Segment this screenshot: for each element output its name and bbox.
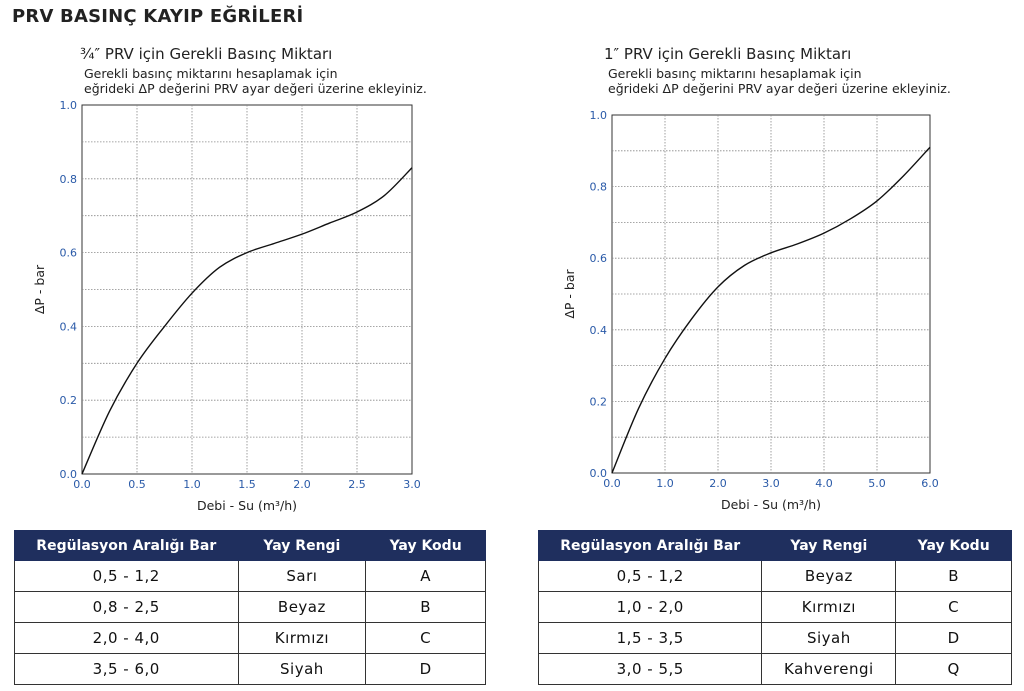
cell-color: Kahverengi [761, 653, 897, 685]
cell-range: 1,5 - 3,5 [537, 622, 763, 654]
x-tick-label: 1.0 [656, 477, 674, 490]
y-tick-label: 1.0 [590, 109, 608, 122]
cell-range: 2,0 - 4,0 [14, 622, 239, 654]
cell-color: Beyaz [237, 591, 367, 623]
cell-color: Kırmızı [237, 622, 367, 654]
y-tick-label: 0.8 [590, 181, 608, 194]
chart-1-note-line1: Gerekli basınç miktarını hesaplamak için [84, 66, 338, 81]
cell-range: 3,0 - 5,5 [537, 653, 763, 685]
cell-color: Beyaz [761, 560, 897, 592]
x-tick-label: 1.5 [238, 478, 256, 491]
header-spring-color: Yay Rengi [761, 530, 897, 561]
x-tick-label: 2.0 [293, 478, 311, 491]
table-row: 0,5 - 1,2 Sarı A [14, 560, 486, 592]
cell-code: A [365, 560, 486, 592]
header-spring-code: Yay Kodu [365, 530, 486, 561]
page-title: PRV BASINÇ KAYIP EĞRİLERİ [12, 6, 304, 27]
spring-table-1: Regülasyon Aralığı Bar Yay Rengi Yay Kod… [14, 530, 486, 685]
cell-code: C [895, 591, 1012, 623]
y-tick-label: 0.6 [590, 252, 608, 265]
cell-code: B [895, 560, 1012, 592]
cell-code: D [895, 622, 1012, 654]
x-tick-label: 3.0 [762, 477, 780, 490]
table-row: 3,0 - 5,5 Kahverengi Q [537, 653, 1012, 685]
cell-code: C [365, 622, 486, 654]
x-tick-label: 4.0 [815, 477, 833, 490]
header-spring-color: Yay Rengi [237, 530, 367, 561]
chart-1-note-line2: eğrideki ΔP değerini PRV ayar değeri üze… [84, 81, 427, 96]
cell-code: D [365, 653, 486, 685]
header-spring-code: Yay Kodu [895, 530, 1012, 561]
table-row: 0,5 - 1,2 Beyaz B [537, 560, 1012, 592]
table-row: 1,0 - 2,0 Kırmızı C [537, 591, 1012, 623]
x-tick-label: 2.5 [348, 478, 366, 491]
cell-color: Kırmızı [761, 591, 897, 623]
x-tick-label: 6.0 [921, 477, 939, 490]
cell-color: Siyah [237, 653, 367, 685]
pressure-loss-curve [81, 167, 413, 475]
x-axis-label: Debi - Su (m³/h) [721, 497, 821, 512]
table-row: 1,5 - 3,5 Siyah D [537, 622, 1012, 654]
cell-range: 1,0 - 2,0 [537, 591, 763, 623]
y-tick-label: 0.0 [60, 468, 78, 481]
x-tick-label: 1.0 [183, 478, 201, 491]
cell-range: 0,8 - 2,5 [14, 591, 239, 623]
y-axis-label: ΔP - bar [562, 269, 577, 319]
x-axis-label: Debi - Su (m³/h) [197, 498, 297, 513]
x-tick-label: 0.0 [603, 477, 621, 490]
cell-range: 0,5 - 1,2 [14, 560, 239, 592]
table-row: 2,0 - 4,0 Kırmızı C [14, 622, 486, 654]
x-tick-label: 3.0 [403, 478, 421, 491]
x-tick-label: 0.5 [128, 478, 146, 491]
table-header-row: Regülasyon Aralığı Bar Yay Rengi Yay Kod… [14, 530, 486, 561]
y-tick-label: 0.6 [60, 247, 78, 260]
chart-2-note-line2: eğrideki ΔP değerini PRV ayar değeri üze… [608, 81, 951, 96]
chart-1: 0.0 0.5 1.0 1.5 2.0 2.5 3.0 0.0 0.2 0.4 0.6 0.8 1.0 D… [32, 99, 421, 513]
y-tick-label: 1.0 [60, 99, 78, 112]
pressure-loss-curve [611, 146, 931, 474]
chart-2: 0.0 1.0 2.0 3.0 4.0 5.0 6.0 0.0 0.2 0.4 0.6 0.8 1.0 D… [562, 109, 939, 512]
y-tick-label: 0.2 [60, 394, 78, 407]
table-row: 3,5 - 6,0 Siyah D [14, 653, 486, 685]
chart-1-title: ¾″ PRV için Gerekli Basınç Miktarı [80, 45, 333, 63]
header-range: Regülasyon Aralığı Bar [537, 530, 763, 561]
x-tick-label: 0.0 [73, 478, 91, 491]
y-tick-label: 0.0 [590, 467, 608, 480]
table-header-row: Regülasyon Aralığı Bar Yay Rengi Yay Kod… [537, 530, 1012, 561]
cell-code: Q [895, 653, 1012, 685]
cell-range: 0,5 - 1,2 [537, 560, 763, 592]
spring-table-2: Regülasyon Aralığı Bar Yay Rengi Yay Kod… [537, 530, 1012, 685]
chart-2-title: 1″ PRV için Gerekli Basınç Miktarı [604, 45, 852, 63]
cell-color: Sarı [237, 560, 367, 592]
cell-code: B [365, 591, 486, 623]
y-tick-label: 0.8 [60, 173, 78, 186]
y-tick-label: 0.4 [590, 324, 608, 337]
cell-range: 3,5 - 6,0 [14, 653, 239, 685]
chart-2-note-line1: Gerekli basınç miktarını hesaplamak için [608, 66, 862, 81]
header-range: Regülasyon Aralığı Bar [14, 530, 239, 561]
y-tick-label: 0.4 [60, 320, 78, 333]
y-axis-label: ΔP - bar [32, 264, 47, 314]
cell-color: Siyah [761, 622, 897, 654]
table-row: 0,8 - 2,5 Beyaz B [14, 591, 486, 623]
x-tick-label: 5.0 [868, 477, 886, 490]
x-tick-label: 2.0 [709, 477, 727, 490]
y-tick-label: 0.2 [590, 395, 608, 408]
